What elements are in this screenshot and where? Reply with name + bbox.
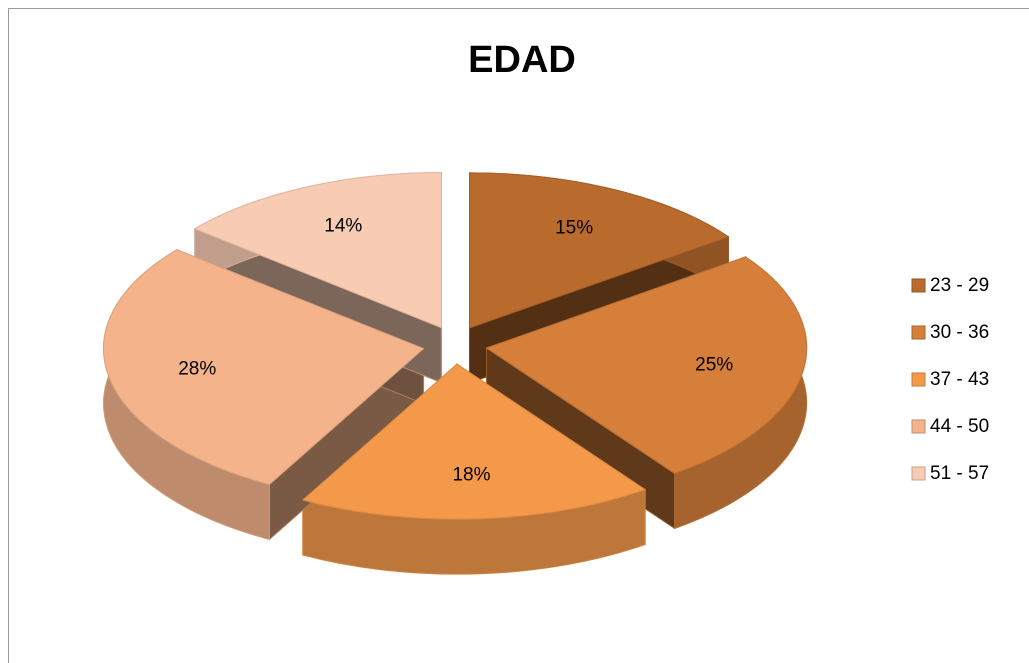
slice xyxy=(103,249,425,485)
legend-label: 44 - 50 xyxy=(930,416,989,437)
legend-label: 23 - 29 xyxy=(930,275,989,296)
legend-swatch xyxy=(911,372,926,387)
data-label: 18% xyxy=(452,465,490,486)
slice xyxy=(193,172,442,329)
data-label: 25% xyxy=(695,354,733,375)
slice xyxy=(301,363,647,520)
legend-label: 37 - 43 xyxy=(930,369,989,390)
legend-label: 51 - 57 xyxy=(930,463,989,484)
chart-title: EDAD xyxy=(468,39,576,81)
legend-label: 30 - 36 xyxy=(930,322,989,343)
data-label: 14% xyxy=(324,216,362,237)
slice xyxy=(485,256,808,474)
slice xyxy=(469,172,730,329)
legend-swatch xyxy=(911,325,926,340)
data-label: 28% xyxy=(178,359,216,380)
legend-swatch xyxy=(911,278,926,293)
legend-swatch xyxy=(911,466,926,481)
data-label: 15% xyxy=(555,217,593,238)
legend-swatch xyxy=(911,419,926,434)
